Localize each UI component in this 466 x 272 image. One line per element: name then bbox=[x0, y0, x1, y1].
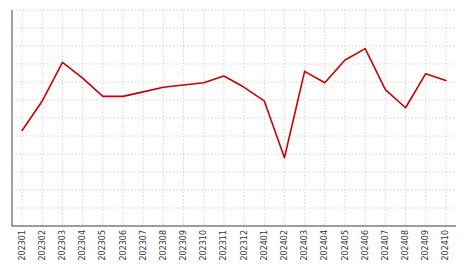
x-tick-label: 202312 bbox=[240, 230, 249, 261]
y-grid-line bbox=[12, 64, 456, 65]
y-grid-line bbox=[12, 100, 456, 101]
line bbox=[22, 49, 446, 158]
x-tick-label: 202303 bbox=[58, 230, 67, 261]
x-grid-line bbox=[82, 10, 83, 226]
x-tick-label: 202310 bbox=[199, 230, 208, 261]
y-grid-line bbox=[12, 190, 456, 191]
x-tick-label: 202307 bbox=[139, 230, 148, 261]
x-grid-line bbox=[324, 10, 325, 226]
x-grid-line bbox=[264, 10, 265, 226]
y-grid-line bbox=[12, 136, 456, 137]
chart-container: 202301 202302 202303 202304 202305 202306 2023… bbox=[0, 0, 466, 272]
x-grid-line bbox=[223, 10, 224, 226]
x-grid-line bbox=[22, 10, 23, 226]
x-tick-label: 202410 bbox=[441, 230, 450, 261]
x-grid-line bbox=[42, 10, 43, 226]
y-grid-line bbox=[12, 154, 456, 155]
x-tick-label: 202402 bbox=[280, 230, 289, 261]
x-tick-label: 202409 bbox=[421, 230, 430, 261]
x-tick-label: 202308 bbox=[159, 230, 168, 261]
y-grid-line bbox=[12, 10, 456, 11]
x-tick-label: 202401 bbox=[260, 230, 269, 261]
x-grid-line bbox=[244, 10, 245, 226]
x-axis-line bbox=[12, 226, 456, 227]
x-grid-line bbox=[203, 10, 204, 226]
x-tick-label: 202309 bbox=[179, 230, 188, 261]
x-grid-line bbox=[385, 10, 386, 226]
x-tick-label: 202306 bbox=[119, 230, 128, 261]
x-tick-label: 202406 bbox=[361, 230, 370, 261]
x-tick-label: 202408 bbox=[401, 230, 410, 261]
chart-svg: 202301 202302 202303 202304 202305 202306 2023… bbox=[0, 0, 466, 272]
x-tick-label: 202304 bbox=[78, 230, 87, 261]
x-grid-line bbox=[284, 10, 285, 226]
y-grid-line bbox=[12, 208, 456, 209]
x-grid-line bbox=[304, 10, 305, 226]
y-grid-line bbox=[12, 28, 456, 29]
x-grid-line bbox=[405, 10, 406, 226]
x-tick-label: 202403 bbox=[300, 230, 309, 261]
y-grid-line bbox=[12, 226, 456, 227]
x-tick-label: 202407 bbox=[381, 230, 390, 261]
y-axis-line bbox=[12, 10, 13, 226]
x-tick-label: 202301 bbox=[18, 230, 27, 261]
x-grid-line bbox=[445, 10, 446, 226]
grid bbox=[12, 10, 456, 226]
y-grid-line bbox=[12, 118, 456, 119]
x-grid-line bbox=[123, 10, 124, 226]
x-tick-labels: 202301 202302 202303 202304 202305 202306 2023… bbox=[18, 230, 451, 261]
x-tick-label: 202302 bbox=[38, 230, 47, 261]
x-grid-line bbox=[345, 10, 346, 226]
y-grid-line bbox=[12, 172, 456, 173]
x-tick-label: 202311 bbox=[219, 230, 228, 261]
y-grid-line bbox=[12, 46, 456, 47]
x-tick-label: 202404 bbox=[320, 230, 329, 261]
plot-area bbox=[22, 49, 446, 158]
x-grid-line bbox=[365, 10, 366, 226]
x-grid-line bbox=[183, 10, 184, 226]
x-grid-line bbox=[102, 10, 103, 226]
x-grid-line bbox=[425, 10, 426, 226]
x-tick-label: 202305 bbox=[98, 230, 107, 261]
x-grid-line bbox=[143, 10, 144, 226]
x-grid-line bbox=[163, 10, 164, 226]
x-tick-label: 202405 bbox=[341, 230, 350, 261]
x-grid-line bbox=[62, 10, 63, 226]
